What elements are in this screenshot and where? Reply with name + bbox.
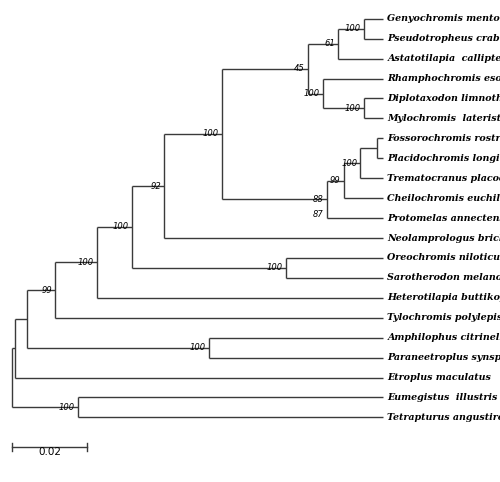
Text: Sarotherodon melanotheron: Sarotherodon melanotheron (388, 273, 500, 282)
Text: 92: 92 (150, 182, 161, 190)
Text: Heterotilapia buttikoferi: Heterotilapia buttikoferi (388, 294, 500, 302)
Text: 100: 100 (304, 89, 320, 98)
Text: 100: 100 (203, 130, 219, 138)
Text: 45: 45 (294, 64, 305, 73)
Text: 87: 87 (313, 210, 324, 219)
Text: 100: 100 (59, 403, 75, 412)
Text: Pseudotropheus crabro: Pseudotropheus crabro (388, 34, 500, 43)
Text: Paraneetroplus synspilus: Paraneetroplus synspilus (388, 353, 500, 362)
Text: Mylochromis  lateristriga: Mylochromis lateristriga (388, 114, 500, 123)
Text: 100: 100 (345, 24, 361, 33)
Text: 88: 88 (313, 195, 324, 204)
Text: 0.02: 0.02 (38, 447, 62, 457)
Text: Trematocranus placodon: Trematocranus placodon (388, 174, 500, 183)
Text: 100: 100 (113, 223, 129, 231)
Text: Fossorochromis rostratus: Fossorochromis rostratus (388, 134, 500, 143)
Text: Astatotilapia  calliptera: Astatotilapia calliptera (388, 54, 500, 63)
Text: Etroplus maculatus: Etroplus maculatus (388, 373, 491, 382)
Text: 61: 61 (324, 39, 335, 48)
Text: Oreochromis niloticus: Oreochromis niloticus (388, 254, 500, 262)
Text: 100: 100 (345, 104, 361, 113)
Text: 100: 100 (78, 258, 94, 267)
Text: 100: 100 (341, 159, 357, 168)
Text: Cheilochromis euchilus: Cheilochromis euchilus (388, 194, 500, 202)
Text: Protomelas annectens: Protomelas annectens (388, 214, 500, 223)
Text: Genyochromis mento: Genyochromis mento (388, 14, 500, 23)
Text: Rhamphochromis esox: Rhamphochromis esox (388, 74, 500, 83)
Text: Placidochromis longimanus: Placidochromis longimanus (388, 154, 500, 163)
Text: Tylochromis polylepis: Tylochromis polylepis (388, 313, 500, 322)
Text: 99: 99 (330, 176, 340, 185)
Text: 99: 99 (42, 285, 52, 295)
Text: Tetrapturus angustirostris: Tetrapturus angustirostris (388, 413, 500, 422)
Text: 100: 100 (266, 263, 282, 272)
Text: Neolamprologus brichardi: Neolamprologus brichardi (388, 233, 500, 242)
Text: Amphilophus citrinellus: Amphilophus citrinellus (388, 333, 500, 342)
Text: Eumegistus  illustris: Eumegistus illustris (388, 393, 498, 402)
Text: 100: 100 (190, 343, 206, 352)
Text: Diplotaxodon limnothrissa: Diplotaxodon limnothrissa (388, 94, 500, 103)
